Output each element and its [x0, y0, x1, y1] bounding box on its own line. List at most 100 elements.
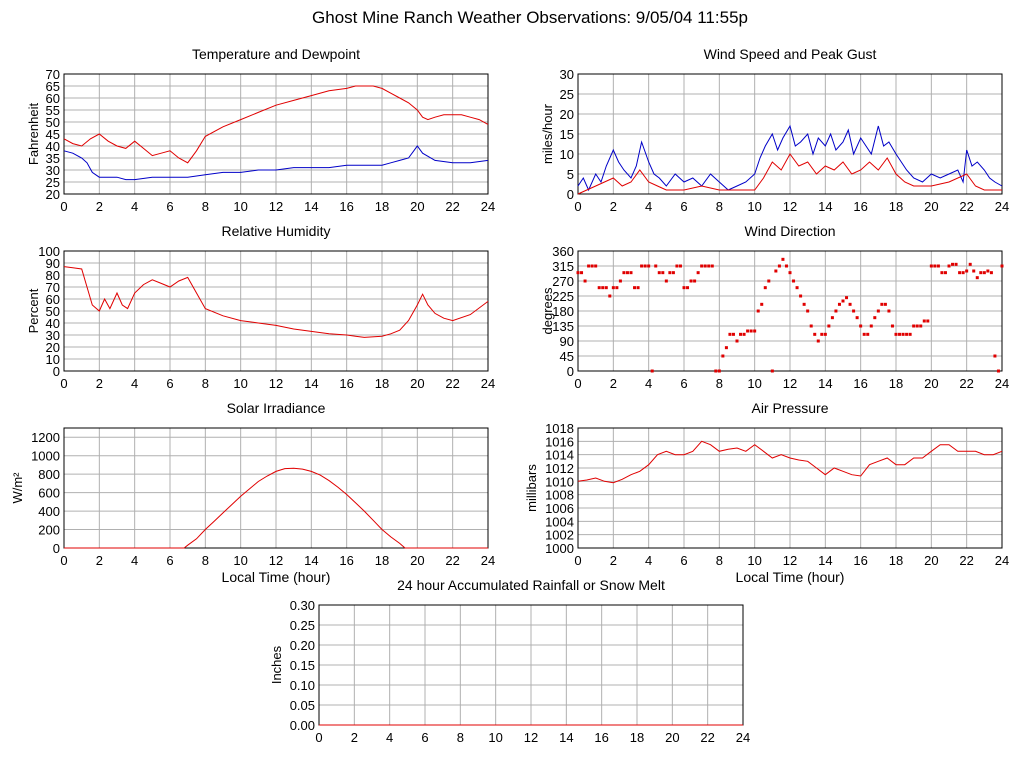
y-tick-label: 1018	[545, 421, 574, 436]
data-point	[837, 302, 841, 306]
y-tick-label: 0.05	[290, 698, 315, 713]
data-point	[951, 262, 955, 266]
x-tick-label: 14	[559, 730, 573, 745]
x-tick-label: 18	[889, 199, 903, 214]
pressure-chart: 0 2 4 6 8 10 12 14 16 18 20 22 241000100210041006100…	[524, 400, 1009, 585]
data-point	[975, 276, 979, 280]
data-point	[880, 302, 884, 306]
data-point	[597, 286, 601, 290]
x-tick-label: 4	[645, 199, 652, 214]
x-tick-label: 0	[60, 376, 67, 391]
data-point	[654, 264, 658, 268]
data-point	[576, 271, 580, 275]
chart-title: Temperature and Dewpoint	[192, 46, 360, 62]
x-tick-label: 4	[386, 730, 393, 745]
x-tick-label: 18	[889, 376, 903, 391]
x-tick-label: 10	[233, 199, 247, 214]
data-point	[650, 369, 654, 373]
y-tick-label: 0.25	[290, 618, 315, 633]
x-tick-label: 4	[645, 553, 652, 568]
data-point	[657, 271, 661, 275]
page-title: Ghost Mine Ranch Weather Observations: 9…	[312, 8, 748, 27]
data-point	[671, 271, 675, 275]
x-tick-label: 8	[716, 553, 723, 568]
x-tick-label: 12	[269, 553, 283, 568]
data-point	[852, 309, 856, 313]
data-point	[643, 264, 647, 268]
data-point	[678, 264, 682, 268]
data-point	[742, 332, 746, 336]
x-tick-label: 16	[594, 730, 608, 745]
x-tick-label: 22	[445, 376, 459, 391]
x-tick-label: 22	[445, 553, 459, 568]
data-point	[943, 271, 947, 275]
y-tick-label: 0.30	[290, 598, 315, 613]
y-tick-label: 5	[567, 167, 574, 182]
x-tick-label: 6	[166, 376, 173, 391]
x-tick-label: 8	[202, 199, 209, 214]
y-tick-label: 35	[46, 151, 60, 166]
data-point	[753, 329, 757, 333]
data-point	[756, 309, 760, 313]
y-tick-label: 360	[552, 244, 574, 259]
data-point	[926, 319, 930, 323]
x-tick-label: 2	[610, 553, 617, 568]
plot-frame	[577, 73, 1003, 195]
data-point	[633, 286, 637, 290]
y-tick-label: 90	[560, 334, 574, 349]
x-tick-label: 20	[924, 553, 938, 568]
data-point	[958, 271, 962, 275]
y-axis-label: Inches	[269, 645, 284, 684]
y-tick-label: 1006	[545, 501, 574, 516]
y-axis-label: W/m²	[10, 472, 25, 504]
data-point	[834, 309, 838, 313]
x-tick-label: 2	[351, 730, 358, 745]
data-point	[845, 296, 849, 300]
data-point	[873, 316, 877, 320]
x-tick-label: 0	[574, 199, 581, 214]
y-tick-label: 0	[53, 364, 60, 379]
y-tick-label: 45	[560, 349, 574, 364]
x-tick-label: 4	[645, 376, 652, 391]
y-tick-label: 1000	[545, 541, 574, 556]
y-tick-label: 45	[46, 127, 60, 142]
x-tick-label: 18	[375, 553, 389, 568]
data-point	[746, 329, 750, 333]
data-point	[866, 332, 870, 336]
x-tick-label: 14	[304, 553, 318, 568]
y-tick-label: 10	[560, 147, 574, 162]
y-tick-label: 1002	[545, 528, 574, 543]
x-tick-label: 12	[269, 199, 283, 214]
y-tick-label: 600	[38, 486, 60, 501]
data-point	[770, 369, 774, 373]
data-point	[611, 286, 615, 290]
data-point	[763, 286, 767, 290]
data-point	[989, 271, 993, 275]
series-line	[63, 145, 489, 181]
x-tick-label: 2	[610, 376, 617, 391]
data-point	[615, 286, 619, 290]
y-tick-label: 1016	[545, 434, 574, 449]
x-tick-label: 6	[421, 730, 428, 745]
data-point	[629, 271, 633, 275]
plot-frame	[63, 250, 489, 372]
x-tick-label: 8	[202, 553, 209, 568]
x-tick-label: 20	[924, 376, 938, 391]
x-tick-label: 8	[202, 376, 209, 391]
data-point	[707, 264, 711, 268]
x-tick-label: 6	[680, 199, 687, 214]
y-tick-label: 70	[46, 67, 60, 82]
y-tick-label: 1004	[545, 514, 574, 529]
y-tick-label: 50	[46, 304, 60, 319]
chart-title: 24 hour Accumulated Rainfall or Snow Mel…	[397, 577, 665, 593]
series-line	[577, 440, 1003, 484]
data-point	[703, 264, 707, 268]
x-tick-label: 10	[747, 376, 761, 391]
data-point	[806, 309, 810, 313]
series-line	[63, 85, 489, 164]
y-tick-label: 800	[38, 467, 60, 482]
data-point	[721, 354, 725, 358]
data-point	[965, 269, 969, 273]
data-point	[1000, 264, 1004, 268]
data-point	[986, 269, 990, 273]
